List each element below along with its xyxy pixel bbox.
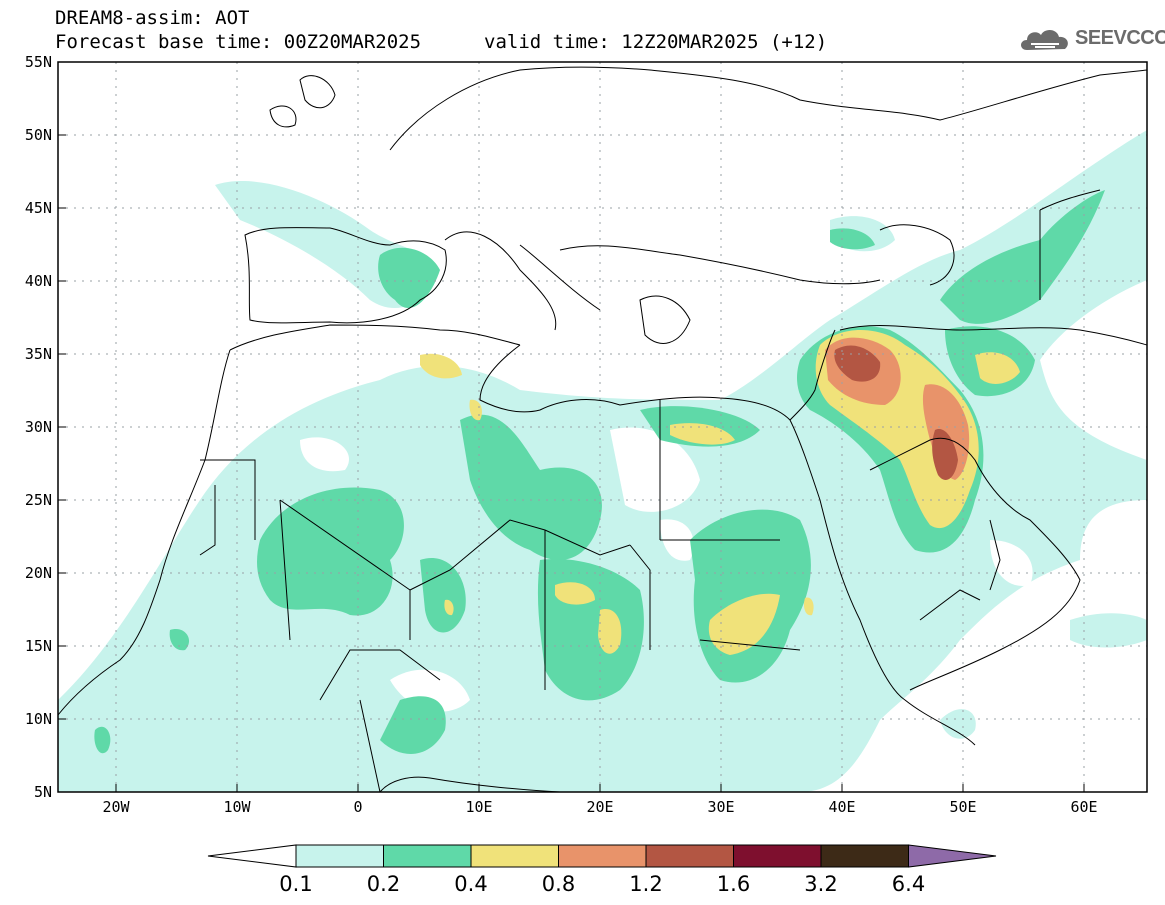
- lat-label: 15N: [25, 637, 52, 655]
- lon-label: 10W: [223, 798, 251, 816]
- lon-label: 40E: [828, 798, 855, 816]
- colorbar-label: 0.4: [454, 872, 488, 896]
- logo-text: SEEVCCC: [1075, 27, 1165, 49]
- base-time-label: Forecast base time: 00Z20MAR2025: [55, 31, 422, 53]
- lon-label: 30E: [707, 798, 734, 816]
- colorbar-swatch: [645, 844, 734, 868]
- colorbar-swatch: [470, 844, 559, 868]
- lat-label: 25N: [25, 491, 52, 509]
- colorbar-label: 0.2: [366, 872, 401, 896]
- lat-label: 5N: [34, 783, 52, 801]
- seevccc-logo: SEEVCCC: [1017, 24, 1165, 56]
- colorbar: [207, 844, 997, 868]
- colorbar-label: 0.8: [541, 872, 576, 896]
- colorbar-swatch: [558, 844, 647, 868]
- lat-label: 45N: [25, 199, 52, 217]
- map-grid: [58, 62, 1147, 792]
- lon-label: 20E: [586, 798, 613, 816]
- lon-label: 50E: [949, 798, 976, 816]
- lat-label: 30N: [25, 418, 52, 436]
- colorbar-swatch: [733, 844, 822, 868]
- colorbar-label: 1.6: [716, 872, 751, 896]
- colorbar-label: 3.2: [804, 872, 838, 896]
- lon-label: 60E: [1070, 798, 1097, 816]
- cloud-icon: [1021, 29, 1068, 50]
- coastlines: [58, 66, 1147, 792]
- colorbar-label: 6.4: [891, 872, 926, 896]
- map-title: DREAM8-assim: AOT: [55, 7, 250, 29]
- axis-ticks: [58, 61, 1085, 792]
- colorbar-label: 0.1: [279, 872, 313, 896]
- lon-label: 0: [353, 798, 362, 816]
- colorbar-swatch: [383, 844, 472, 868]
- lat-label: 35N: [25, 345, 52, 363]
- valid-time-label: valid time: 12Z20MAR2025 (+12): [484, 31, 828, 53]
- lat-label: 50N: [25, 126, 52, 144]
- lat-label: 55N: [25, 53, 52, 71]
- lon-label: 10E: [465, 798, 492, 816]
- lat-label: 10N: [25, 710, 52, 728]
- aot-contours: [58, 130, 1147, 792]
- colorbar-swatch: [295, 844, 384, 868]
- lat-label: 20N: [25, 564, 52, 582]
- colorbar-under-arrow: [207, 844, 297, 868]
- colorbar-swatch: [820, 844, 909, 868]
- colorbar-label: 1.2: [629, 872, 663, 896]
- lon-label: 20W: [102, 798, 130, 816]
- colorbar-over-arrow: [908, 844, 997, 868]
- lat-label: 40N: [25, 272, 52, 290]
